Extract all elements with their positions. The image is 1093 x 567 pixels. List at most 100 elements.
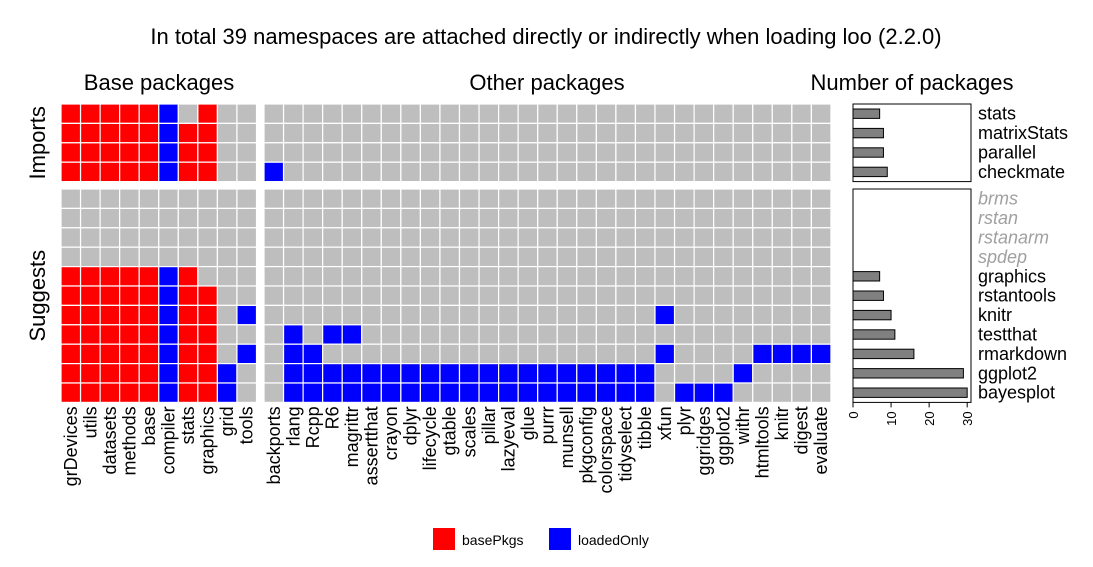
- heat-cell: [771, 188, 793, 209]
- heat-cell: [60, 142, 82, 163]
- heat-cell: [341, 285, 363, 306]
- heat-cell: [282, 343, 304, 365]
- heat-cell: [263, 227, 285, 248]
- heat-cell: [595, 304, 617, 326]
- heat-cell: [263, 122, 285, 144]
- heat-cell: [673, 343, 695, 365]
- heat-cell: [400, 142, 422, 163]
- column-label: assertthat: [362, 406, 382, 485]
- heat-cell: [752, 188, 773, 209]
- row-label: rstan: [978, 208, 1018, 228]
- heat-cell: [380, 142, 402, 163]
- heat-cell: [595, 363, 617, 384]
- heat-cell: [595, 382, 617, 403]
- heat-cell: [341, 142, 363, 163]
- heat-cell: [537, 103, 558, 124]
- heat-cell: [732, 188, 754, 209]
- heat-cell: [158, 324, 179, 345]
- heat-cell: [478, 343, 500, 365]
- heat-cell: [263, 382, 285, 403]
- column-label: evaluate: [811, 406, 831, 474]
- heat-cell: [341, 382, 363, 403]
- heat-cell: [595, 207, 617, 229]
- heat-cell: [99, 363, 121, 384]
- heat-cell: [771, 324, 793, 345]
- heat-cell: [177, 161, 199, 183]
- heat-cell: [517, 343, 539, 365]
- heat-cell: [99, 227, 121, 248]
- heat-cell: [517, 227, 539, 248]
- heat-cell: [732, 103, 754, 124]
- heat-cell: [771, 343, 793, 365]
- heat-cell: [177, 304, 199, 326]
- heat-cell: [79, 246, 101, 268]
- heat-cell: [791, 363, 812, 384]
- heat-cell: [693, 207, 715, 229]
- heat-cell: [322, 103, 343, 124]
- heat-cell: [158, 103, 179, 124]
- heat-cell: [79, 161, 101, 183]
- heat-cell: [732, 161, 754, 183]
- heat-cell: [654, 363, 676, 384]
- heat-cell: [693, 142, 715, 163]
- heat-cell: [576, 324, 597, 345]
- count-tick-label: 30: [960, 411, 975, 425]
- heat-cell: [537, 285, 558, 306]
- heat-cell: [634, 246, 656, 268]
- heat-cell: [361, 363, 382, 384]
- heat-cell: [119, 304, 140, 326]
- heat-cell: [615, 207, 637, 229]
- heat-cell: [732, 246, 754, 268]
- heat-cell: [693, 382, 715, 403]
- heat-cell: [99, 304, 121, 326]
- heat-cell: [791, 207, 812, 229]
- column-label: rlang: [283, 406, 303, 446]
- heat-cell: [302, 227, 324, 248]
- heat-cell: [236, 324, 258, 345]
- heat-cell: [517, 382, 539, 403]
- heat-cell: [119, 122, 140, 144]
- heat-cell: [556, 103, 578, 124]
- heat-cell: [419, 188, 441, 209]
- heat-cell: [197, 246, 219, 268]
- heat-cell: [673, 207, 695, 229]
- heat-cell: [119, 324, 140, 345]
- heat-cell: [341, 122, 363, 144]
- count-bar: [852, 387, 968, 398]
- count-bar: [852, 166, 888, 178]
- column-label: utils: [80, 406, 100, 438]
- heat-cell: [576, 343, 597, 365]
- heat-cell: [693, 304, 715, 326]
- heat-cell: [693, 122, 715, 144]
- heat-cell: [693, 285, 715, 306]
- heat-cell: [556, 266, 578, 287]
- heat-cell: [138, 207, 160, 229]
- heat-cell: [595, 103, 617, 124]
- heat-cell: [400, 246, 422, 268]
- heat-cell: [791, 103, 812, 124]
- column-label: methods: [119, 406, 139, 475]
- heat-cell: [556, 324, 578, 345]
- heat-cell: [322, 304, 343, 326]
- heat-cell: [138, 246, 160, 268]
- heat-cell: [615, 188, 637, 209]
- heat-cell: [236, 363, 258, 384]
- heat-cell: [322, 142, 343, 163]
- heat-cell: [732, 266, 754, 287]
- heat-cell: [478, 304, 500, 326]
- row-label: rstantools: [978, 286, 1056, 306]
- count-bars: [852, 103, 972, 408]
- heat-cell: [158, 343, 179, 365]
- heat-cell: [654, 188, 676, 209]
- heat-cell: [361, 382, 382, 403]
- heat-cell: [197, 122, 219, 144]
- heat-cell: [282, 363, 304, 384]
- heat-cell: [537, 382, 558, 403]
- row-label: rstanarm: [978, 228, 1049, 248]
- heat-cell: [138, 266, 160, 287]
- heat-cell: [138, 324, 160, 345]
- heat-cell: [537, 188, 558, 209]
- heat-cell: [771, 161, 793, 183]
- heat-cell: [341, 266, 363, 287]
- heat-cell: [693, 246, 715, 268]
